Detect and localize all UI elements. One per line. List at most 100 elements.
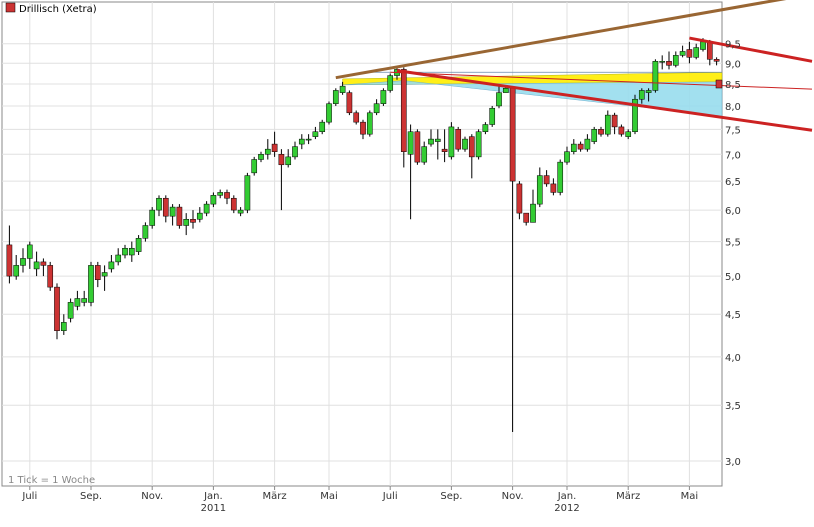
candle-body xyxy=(536,175,543,205)
candle-body xyxy=(645,90,652,93)
y-tick-label: 4,0 xyxy=(725,353,741,364)
candle-body xyxy=(523,212,530,223)
candle-body xyxy=(122,247,128,256)
candle-body xyxy=(421,146,428,163)
candle-body xyxy=(366,112,373,135)
last-price-box xyxy=(715,79,723,89)
candle-body xyxy=(448,126,455,158)
trendline-red-thin xyxy=(390,71,813,90)
candle-body xyxy=(434,138,441,142)
candle-body xyxy=(346,92,353,114)
candle-body xyxy=(203,203,210,214)
y-tick-label: 8,0 xyxy=(725,102,741,113)
trendline-red-lower xyxy=(396,69,813,132)
candle-body xyxy=(210,195,217,205)
candle-body xyxy=(652,61,659,91)
candle-body xyxy=(468,136,475,158)
candle-body xyxy=(618,126,625,135)
candle-body xyxy=(142,225,149,239)
candle-body xyxy=(169,206,176,217)
candle-body xyxy=(706,41,713,60)
candle-body xyxy=(60,322,67,331)
candle-body xyxy=(258,154,264,160)
candle-body xyxy=(577,143,584,150)
candle-body xyxy=(407,131,414,155)
candle-body xyxy=(319,121,326,132)
candle-body xyxy=(74,298,81,307)
legend: Drillisch (Xetra) xyxy=(5,2,97,15)
candles xyxy=(6,38,720,433)
candle-body xyxy=(305,138,312,141)
x-tick-label: Juli xyxy=(21,491,37,502)
y-tick-label: 5,5 xyxy=(725,238,741,249)
candle-body xyxy=(115,254,122,263)
x-tick-label: März xyxy=(616,491,640,502)
candle-body xyxy=(81,298,88,303)
y-tick-label: 9,5 xyxy=(725,40,741,51)
candle-body xyxy=(584,138,591,150)
candle-body xyxy=(496,92,502,107)
x-tick-label: Jan. xyxy=(557,491,577,502)
y-tick-label: 9,0 xyxy=(725,59,741,70)
candle-body xyxy=(598,129,604,135)
candle-body xyxy=(278,154,285,166)
candle-body xyxy=(353,112,360,123)
candle-body xyxy=(625,131,632,137)
candle-body xyxy=(387,75,394,91)
candle-body xyxy=(271,143,278,152)
candle-body xyxy=(101,272,108,277)
candle-body xyxy=(543,175,550,185)
candle-body xyxy=(700,41,706,50)
y-tick-label: 3,0 xyxy=(725,457,741,468)
candle-body xyxy=(20,258,26,266)
candle-body xyxy=(632,98,638,132)
candle-body xyxy=(339,85,346,93)
x-tick-label: Mai xyxy=(681,491,699,502)
candle-body xyxy=(400,69,407,152)
candle-body xyxy=(564,151,570,163)
x-tick-label: März xyxy=(263,491,287,502)
candle-body xyxy=(672,55,679,66)
candle-body xyxy=(360,121,366,135)
candle-body xyxy=(332,90,339,104)
candle-body xyxy=(591,129,598,142)
x-tick-label: Nov. xyxy=(502,491,524,502)
candle-body xyxy=(373,103,380,114)
legend-label: Drillisch (Xetra) xyxy=(19,4,97,15)
y-tick-label: 3,5 xyxy=(725,401,741,412)
legend-swatch xyxy=(5,2,16,13)
y-tick-label: 7,0 xyxy=(725,150,741,161)
candle-body xyxy=(40,261,47,266)
candle-body xyxy=(135,238,142,252)
candle-body xyxy=(162,197,169,217)
x-tick-label: Nov. xyxy=(141,491,163,502)
candle-body xyxy=(550,183,557,193)
candle-body xyxy=(285,156,292,166)
candle-body xyxy=(509,88,516,182)
y-tick-label: 8,5 xyxy=(725,80,741,91)
candle-body xyxy=(47,265,54,288)
candle-body xyxy=(679,51,686,56)
candle-body xyxy=(217,192,224,196)
candle-body xyxy=(666,61,672,66)
candle-body xyxy=(33,261,40,270)
x-tick-label: Jan. xyxy=(203,491,223,502)
candle-body xyxy=(713,59,720,62)
candle-body xyxy=(156,197,162,211)
candle-body xyxy=(502,88,509,93)
footnote: 1 Tick = 1 Woche xyxy=(8,475,95,486)
candle-body xyxy=(183,219,190,226)
last-price-marker xyxy=(715,79,723,89)
y-tick-label: 6,0 xyxy=(725,206,741,217)
candle-body xyxy=(244,175,251,211)
blue-channel xyxy=(342,80,723,117)
y-tick-label: 7,5 xyxy=(725,125,741,136)
candle-body xyxy=(128,247,135,256)
candle-body xyxy=(176,206,183,226)
candle-body xyxy=(230,197,237,211)
x-year-label: 2012 xyxy=(554,503,579,514)
candle-body xyxy=(428,138,434,145)
candle-body xyxy=(686,49,693,58)
candle-body xyxy=(455,129,462,150)
